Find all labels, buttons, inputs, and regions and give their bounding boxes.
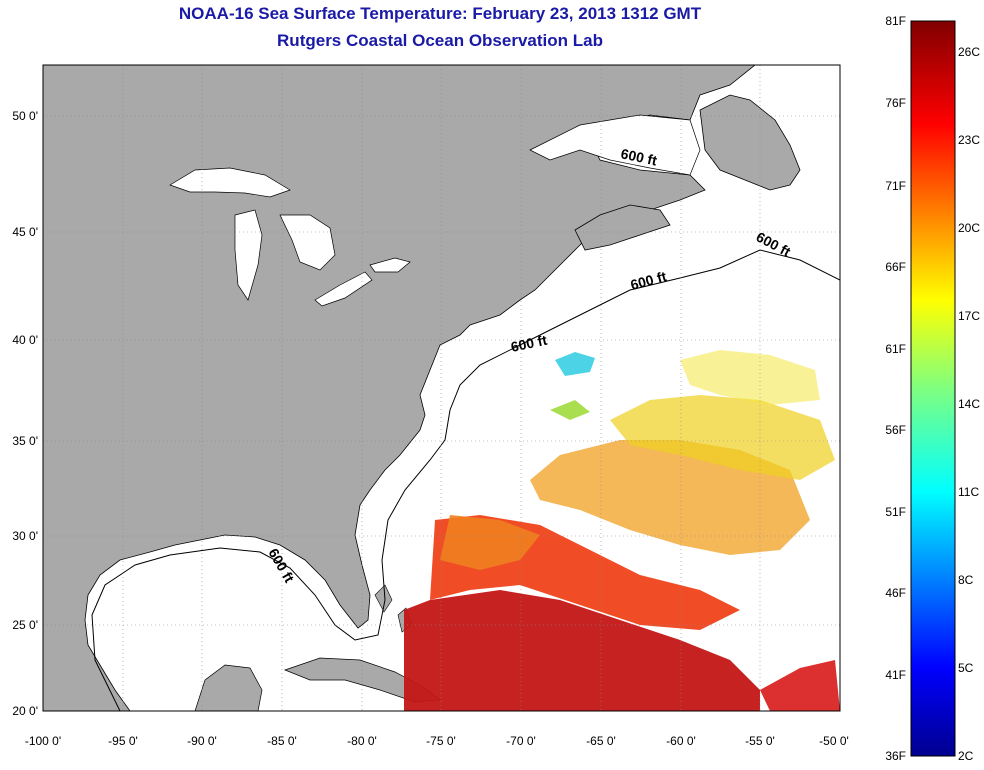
colorbar-c-label: 17C bbox=[958, 309, 980, 323]
colorbar-f-label: 46F bbox=[885, 586, 906, 600]
lake-superior bbox=[169, 167, 291, 198]
lake-michigan bbox=[234, 209, 263, 301]
x-tick-label: -70 0' bbox=[506, 734, 536, 748]
lake-ontario bbox=[369, 257, 411, 273]
north-america-landmass bbox=[43, 65, 756, 711]
colorbar-gradient bbox=[910, 20, 956, 757]
x-tick-label: -55 0' bbox=[745, 734, 775, 748]
colorbar-c-label: 8C bbox=[958, 573, 974, 587]
x-axis: -100 0' -95 0' -90 0' -85 0' -80 0' -75 … bbox=[25, 734, 849, 748]
sst-data-layer bbox=[404, 350, 840, 711]
x-tick-label: -75 0' bbox=[426, 734, 456, 748]
yucatan-peninsula bbox=[194, 664, 263, 711]
colorbar-f-label: 56F bbox=[885, 423, 906, 437]
colorbar-f-label: 81F bbox=[885, 14, 906, 28]
gulf-of-st-lawrence bbox=[529, 114, 701, 176]
colorbar-f-label: 66F bbox=[885, 260, 906, 274]
x-tick-label: -65 0' bbox=[586, 734, 616, 748]
y-axis: 20 0' 25 0' 30 0' 35 0' 40 0' 45 0' 50 0… bbox=[12, 109, 38, 718]
y-tick-label: 45 0' bbox=[12, 225, 38, 239]
x-tick-label: -95 0' bbox=[108, 734, 138, 748]
colorbar-c-label: 14C bbox=[958, 397, 980, 411]
colorbar-f-label: 41F bbox=[885, 668, 906, 682]
lake-huron bbox=[279, 214, 336, 271]
colorbar-c-label: 23C bbox=[958, 133, 980, 147]
colorbar-f-label: 51F bbox=[885, 505, 906, 519]
colorbar-c-label: 26C bbox=[958, 45, 980, 59]
map-grid bbox=[43, 65, 840, 711]
colorbar-c-label: 2C bbox=[958, 749, 974, 763]
y-tick-label: 50 0' bbox=[12, 109, 38, 123]
colorbar-f-label: 61F bbox=[885, 342, 906, 356]
y-tick-label: 25 0' bbox=[12, 618, 38, 632]
newfoundland-island bbox=[699, 94, 801, 191]
lake-erie bbox=[314, 271, 373, 307]
x-tick-label: -50 0' bbox=[819, 734, 849, 748]
colorbar-f-label: 76F bbox=[885, 96, 906, 110]
contour-label: 600 ft bbox=[619, 145, 658, 168]
temperature-colorbar: 81F 76F 71F 66F 61F 56F 51F 46F 41F 36F … bbox=[885, 14, 980, 763]
y-tick-label: 40 0' bbox=[12, 333, 38, 347]
colorbar-c-label: 20C bbox=[958, 221, 980, 235]
colorbar-c-label: 5C bbox=[958, 661, 974, 675]
colorbar-f-label: 71F bbox=[885, 179, 906, 193]
colorbar-f-label: 36F bbox=[885, 749, 906, 763]
x-tick-label: -80 0' bbox=[347, 734, 377, 748]
nova-scotia bbox=[574, 204, 671, 251]
x-tick-label: -60 0' bbox=[666, 734, 696, 748]
y-tick-label: 30 0' bbox=[12, 529, 38, 543]
x-tick-label: -90 0' bbox=[187, 734, 217, 748]
shelf-contour-600ft bbox=[91, 249, 840, 711]
y-tick-label: 20 0' bbox=[12, 704, 38, 718]
map-border bbox=[42, 64, 841, 712]
x-tick-label: -100 0' bbox=[25, 734, 61, 748]
y-tick-label: 35 0' bbox=[12, 434, 38, 448]
contour-label: 600 ft bbox=[509, 332, 548, 355]
x-tick-label: -85 0' bbox=[267, 734, 297, 748]
colorbar-c-label: 11C bbox=[958, 485, 979, 499]
map-subtitle: Rutgers Coastal Ocean Observation Lab bbox=[277, 31, 603, 50]
map-title: NOAA-16 Sea Surface Temperature: Februar… bbox=[178, 4, 702, 23]
